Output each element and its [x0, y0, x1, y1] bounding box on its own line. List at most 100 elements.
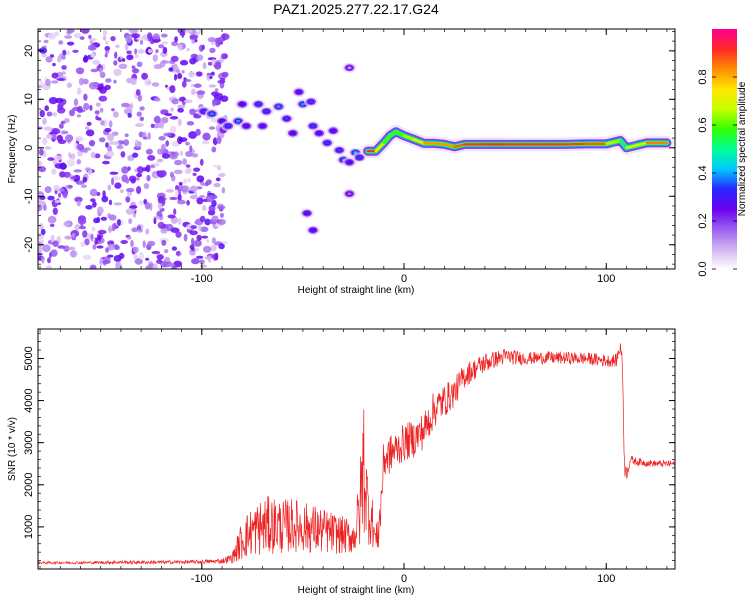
spectrogram-noise-blob — [131, 33, 141, 39]
spectrogram-noise-blob — [59, 171, 66, 178]
spectrogram-noise-blob — [145, 265, 152, 269]
spectrogram-noise-blob — [198, 259, 204, 264]
spectrogram-noise-blob — [157, 221, 165, 229]
spectrogram-noise-blob — [114, 182, 122, 189]
spectrogram-noise-blob — [130, 77, 137, 86]
spectrogram-noise-blob — [169, 116, 179, 120]
spectrogram-noise-blob — [96, 245, 104, 249]
spectrogram-noise-blob — [109, 171, 119, 175]
spectrogram-noise-blob — [134, 48, 138, 55]
spectrogram-noise-blob — [194, 191, 198, 196]
spectrogram-ridge-core — [625, 141, 648, 149]
spectrogram-noise-blob — [124, 108, 133, 115]
spectrogram-noise-blob — [195, 71, 203, 77]
spectrogram-noise-blob — [112, 176, 121, 181]
spectrogram-noise-blob — [196, 186, 203, 190]
spectrogram-noise-blob — [145, 257, 150, 261]
spectrogram-noise-blob — [38, 84, 43, 89]
spectrogram-noise-blob — [97, 229, 107, 235]
spectrogram-noise-blob — [135, 139, 139, 145]
spectrogram-noise-blob — [143, 183, 150, 189]
spectrogram-ridge-core — [388, 130, 397, 137]
colorbar: 0.0 0.2 0.4 0.6 0.8 Normalized spectral ampl… — [697, 29, 748, 277]
spectrogram-noise-blob — [47, 32, 56, 40]
spectrogram-noise-blob — [191, 258, 200, 265]
spectrogram-noise-blob — [66, 29, 75, 33]
spectrogram-noise-blob — [115, 44, 120, 49]
spectrogram-noise-blob — [171, 41, 179, 47]
spectrogram-noise-blob — [165, 189, 175, 193]
spectrogram-noise-blob — [107, 243, 115, 251]
spectrogram-noise-blob — [175, 231, 182, 238]
spectrogram-noise-blob — [178, 44, 183, 51]
spectrogram-noise-blob — [66, 158, 76, 167]
spectrogram-noise-blob — [70, 153, 76, 160]
spectrogram-noise-blob — [65, 134, 74, 143]
spectrogram-noise-blob — [51, 168, 57, 175]
spectrogram-noise-blob — [215, 177, 221, 182]
spectrogram-noise-blob — [196, 54, 204, 61]
spectrogram-noise-blob — [115, 261, 120, 269]
spectrogram-noise-blob — [136, 177, 140, 181]
spectrogram-noise-blob — [106, 133, 115, 142]
spectrogram-noise-blob — [62, 49, 67, 56]
spectrogram-noise-blob — [218, 243, 225, 250]
spectrogram-noise-blob — [152, 54, 158, 62]
spectrogram-noise-blob — [104, 45, 111, 52]
spectrogram-noise-blob — [125, 178, 130, 184]
spectrogram-noise-blob — [57, 139, 67, 145]
spectrogram-noise-blob — [95, 115, 99, 121]
spectrogram-noise-blob — [196, 90, 206, 95]
spectrogram-noise-blob — [64, 35, 73, 39]
spectrogram-y-tick-label: 20 — [23, 45, 35, 57]
spectrogram-ridge-blob-core — [284, 117, 289, 120]
spectrogram-noise-blob — [206, 72, 212, 77]
spectrogram-ridge-core — [382, 134, 391, 144]
spectrogram-noise-blob — [164, 256, 171, 263]
spectrogram-noise-blob — [131, 68, 140, 74]
spectrogram-noise-blob — [136, 111, 142, 117]
spectrogram-noise-blob — [67, 246, 76, 250]
spectrogram-noise-blob — [45, 265, 53, 269]
spectrogram-noise-blob — [51, 128, 61, 135]
spectrogram-noise-blob — [111, 108, 115, 112]
spectrogram-noise-blob — [175, 185, 180, 191]
spectrogram-noise-blob — [171, 98, 179, 105]
spectrogram-noise-blob — [95, 102, 101, 107]
spectrogram-noise-blob — [47, 215, 57, 224]
spectrogram-y-tick-label: -10 — [23, 188, 35, 204]
spectrogram-noise-blob — [206, 179, 212, 185]
spectrogram-noise-blob — [161, 153, 170, 159]
spectrogram-noise-blob — [186, 48, 190, 52]
spectrogram-noise-blob — [113, 60, 118, 66]
snr-y-tick-label: 4000 — [23, 388, 35, 412]
spectrogram-noise-blob — [173, 63, 178, 71]
spectrogram-noise-blob — [76, 159, 82, 165]
spectrogram-noise-blob — [200, 182, 207, 186]
spectrogram-noise-blob — [74, 32, 81, 39]
spectrogram-noise-blob — [142, 136, 148, 140]
spectrogram-noise-blob — [178, 182, 183, 186]
spectrogram-noise-blob — [44, 186, 52, 194]
spectrogram-noise-blob — [105, 50, 110, 54]
spectrogram-frame — [37, 28, 676, 270]
spectrogram-noise-blob — [160, 143, 166, 152]
spectrogram-noise-blob — [87, 233, 92, 240]
spectrogram-noise-blob — [177, 107, 184, 113]
spectrogram-noise-blob — [139, 116, 144, 122]
spectrogram-ridge-blob-core — [209, 112, 214, 116]
spectrogram-noise-blob — [146, 174, 151, 182]
spectrogram-noise-blob — [157, 170, 165, 178]
spectrogram-noise-blob — [56, 77, 66, 81]
spectrogram-noise-blob — [108, 214, 117, 221]
spectrogram-noise-blob — [173, 169, 183, 175]
spectrogram-noise-blob — [127, 112, 132, 118]
spectrogram-noise-blob — [174, 159, 183, 166]
spectrogram-data — [38, 29, 674, 269]
spectrogram-ridge-blob-core — [331, 129, 336, 133]
spectrogram-noise-blob — [125, 35, 132, 43]
spectrogram-noise-blob — [90, 68, 99, 73]
spectrogram-noise-blob — [98, 137, 106, 143]
spectrogram-noise-blob — [76, 105, 83, 114]
